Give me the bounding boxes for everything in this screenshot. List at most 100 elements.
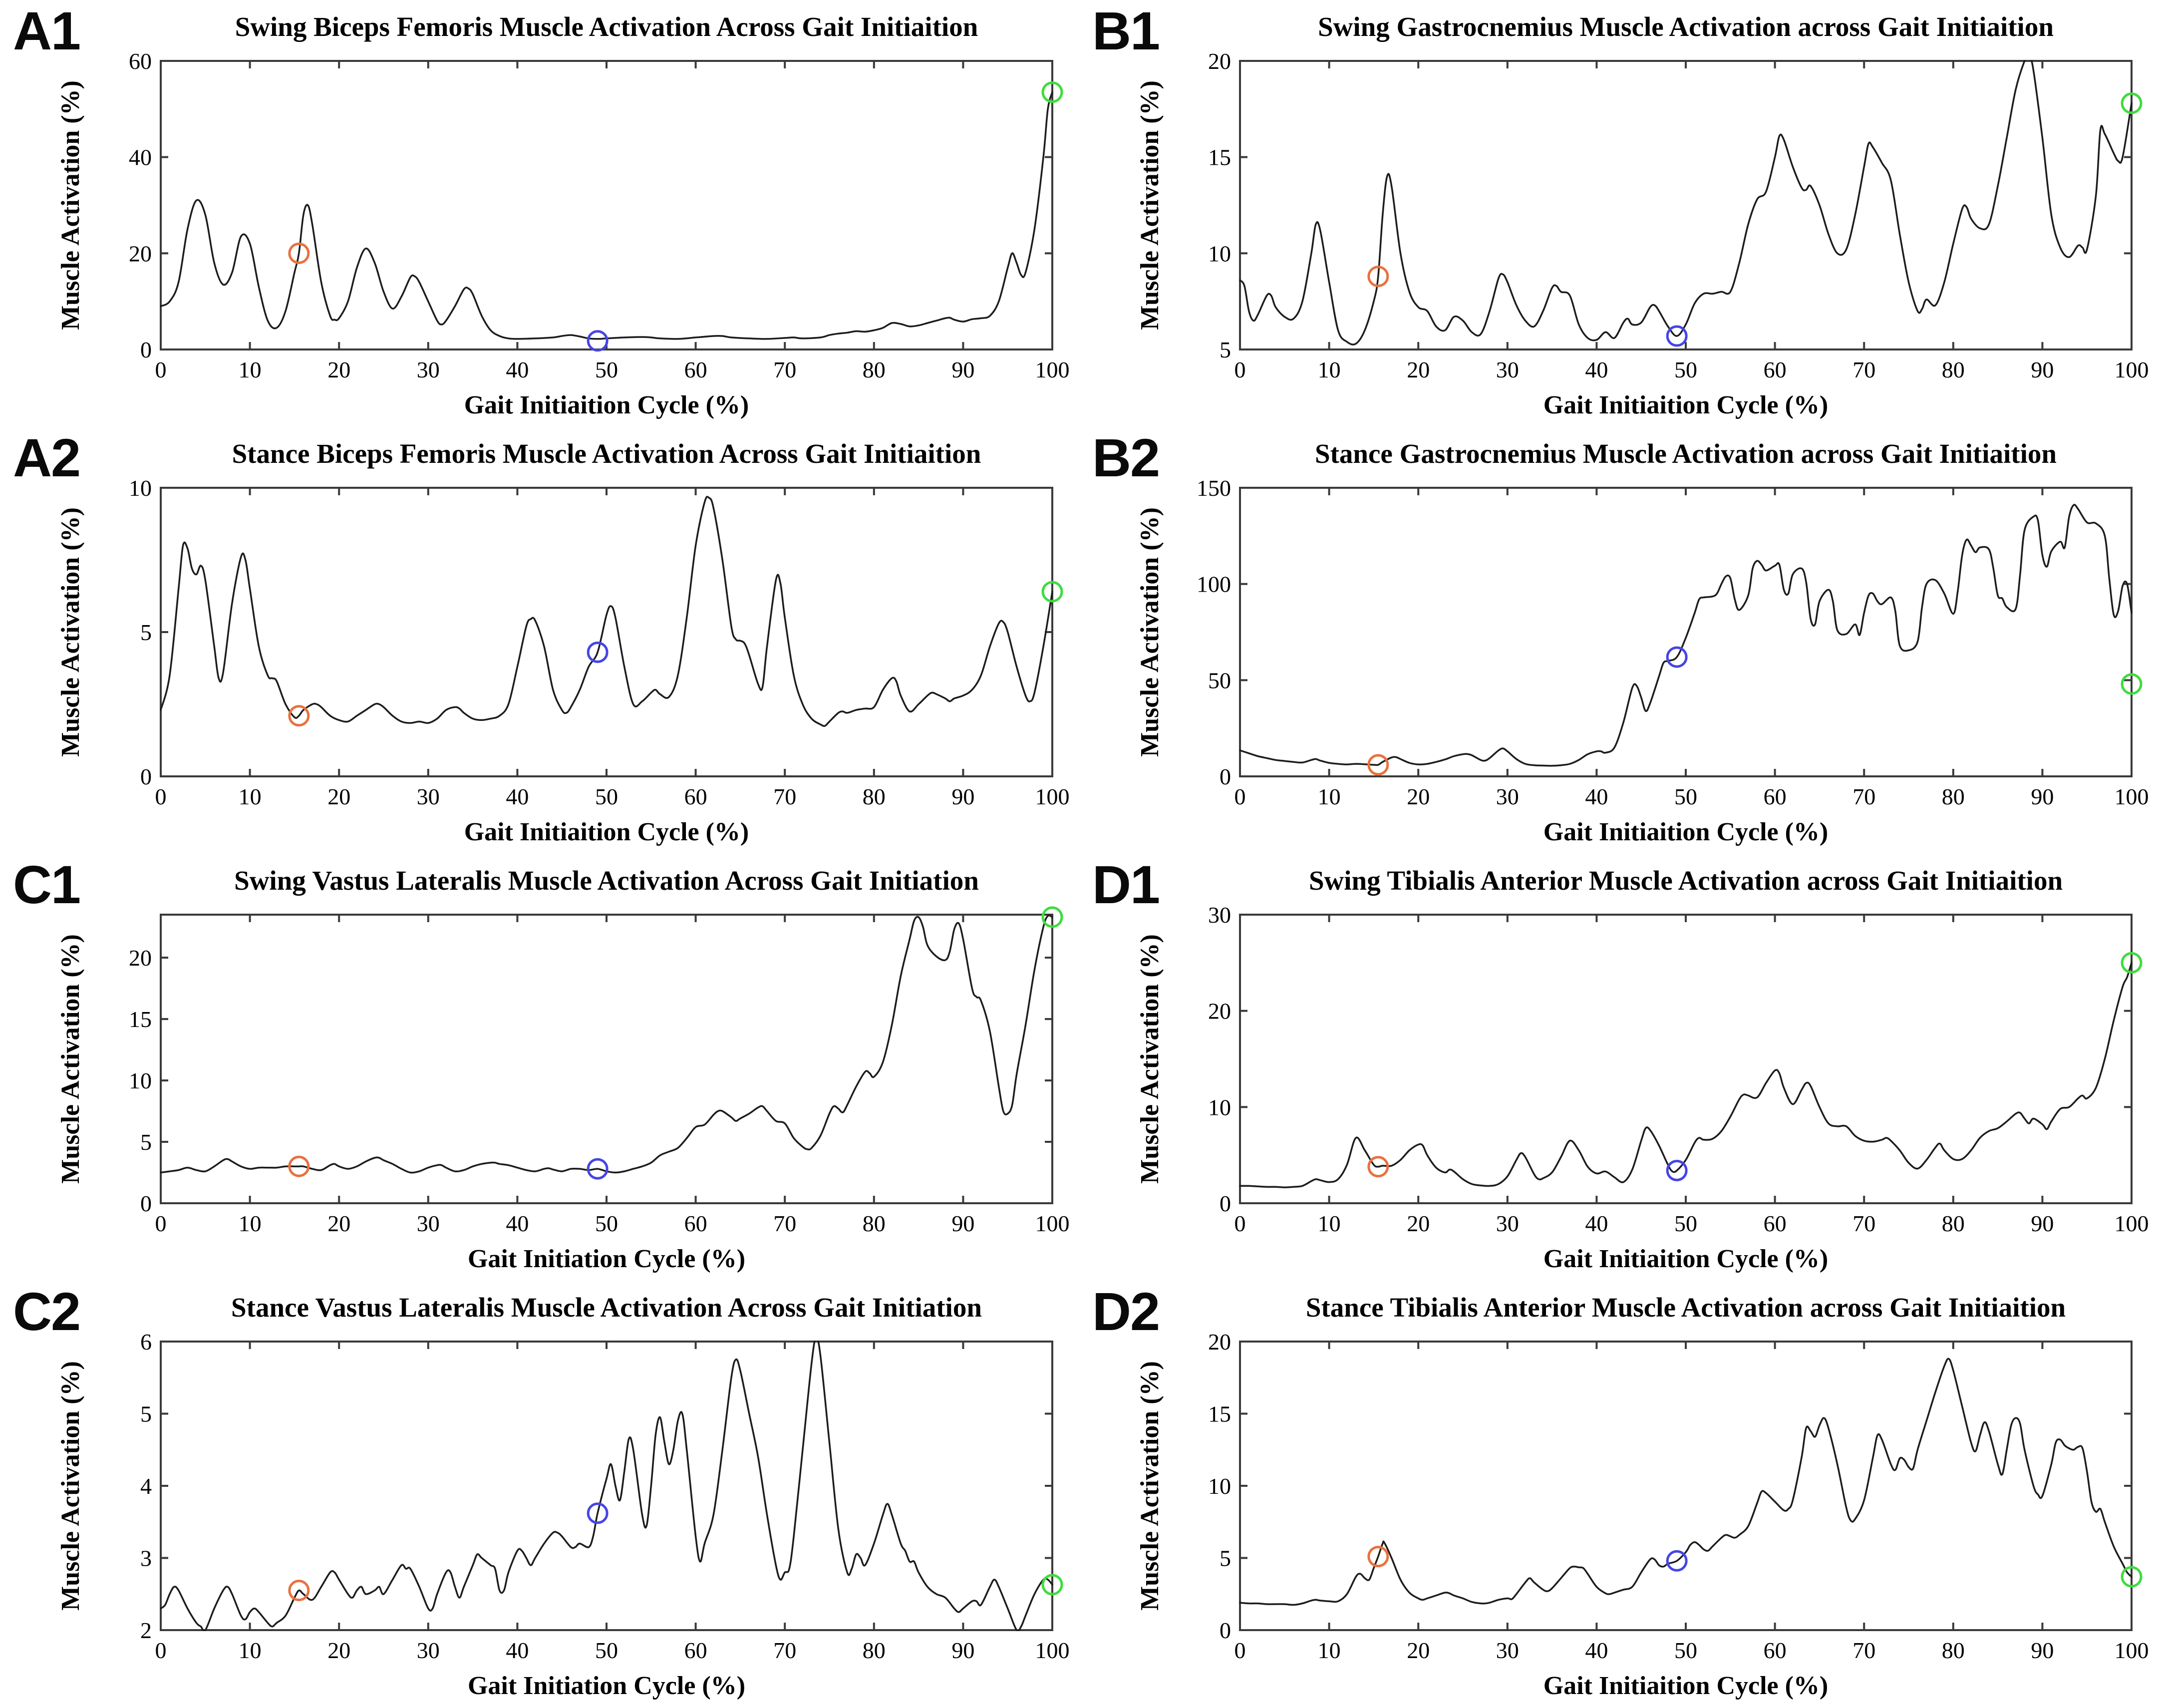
panel-D2: Stance Tibialis Anterior Muscle Activati…: [1079, 1281, 2159, 1708]
x-tick-label: 10: [1318, 784, 1341, 809]
x-axis-label: Gait Initiaition Cycle (%): [464, 391, 749, 419]
orange-event-marker: [288, 242, 310, 264]
orange-event-marker: [1367, 754, 1389, 776]
x-tick-label: 0: [155, 357, 167, 382]
y-tick-label: 0: [140, 337, 152, 362]
x-tick-label: 10: [1318, 1211, 1341, 1236]
y-tick-label: 3: [140, 1546, 152, 1571]
x-tick-label: 100: [2115, 1211, 2149, 1236]
x-tick-label: 50: [595, 1211, 618, 1236]
x-tick-label: 10: [239, 784, 262, 809]
x-tick-label: 70: [1852, 1211, 1875, 1236]
panel-A1: Swing Biceps Femoris Muscle Activation A…: [0, 0, 1079, 427]
y-tick-label: 40: [129, 145, 152, 170]
chart-title-C2: Stance Vastus Lateralis Muscle Activatio…: [231, 1292, 982, 1323]
x-tick-label: 40: [506, 357, 529, 382]
y-axis-label: Muscle Activation (%): [1136, 507, 1164, 757]
emg-trace-D1: [1239, 962, 2133, 1188]
orange-event-marker: [1367, 266, 1389, 288]
x-tick-label: 40: [506, 1638, 529, 1663]
y-tick-label: 0: [1220, 764, 1231, 789]
y-tick-label: 5: [140, 620, 152, 645]
x-tick-label: 40: [506, 784, 529, 809]
x-tick-label: 30: [1496, 784, 1519, 809]
chart-D1: Swing Tibialis Anterior Muscle Activatio…: [1136, 865, 2149, 1273]
x-axis-label: Gait Initiaition Cycle (%): [1543, 1245, 1829, 1273]
chart-title-A1: Swing Biceps Femoris Muscle Activation A…: [235, 11, 978, 42]
x-tick-label: 20: [327, 357, 350, 382]
x-tick-label: 90: [951, 357, 974, 382]
orange-event-marker: [288, 705, 310, 727]
x-tick-label: 20: [327, 1638, 350, 1663]
x-tick-label: 100: [1035, 357, 1070, 382]
x-tick-label: 70: [773, 357, 796, 382]
x-tick-label: 0: [1234, 1638, 1246, 1663]
panel-D1: Swing Tibialis Anterior Muscle Activatio…: [1079, 854, 2159, 1281]
emg-trace-B2: [1239, 504, 2133, 767]
x-tick-label: 50: [1674, 784, 1697, 809]
x-tick-label: 90: [951, 1638, 974, 1663]
y-tick-label: 10: [129, 1068, 152, 1093]
y-tick-label: 15: [1208, 145, 1231, 170]
x-tick-label: 10: [1318, 357, 1341, 382]
y-tick-label: 10: [1208, 1094, 1231, 1120]
x-tick-label: 80: [863, 1638, 886, 1663]
panel-label-D2: D2: [1092, 1281, 1160, 1342]
panel-C1: Swing Vastus Lateralis Muscle Activation…: [0, 854, 1079, 1281]
emg-trace-A1: [160, 91, 1053, 340]
x-tick-label: 90: [951, 784, 974, 809]
x-axis-label: Gait Initiaition Cycle (%): [1543, 818, 1829, 846]
panel-B1: Swing Gastrocnemius Muscle Activation ac…: [1079, 0, 2159, 427]
panel-A2: Stance Biceps Femoris Muscle Activation …: [0, 427, 1079, 854]
y-axis-label: Muscle Activation (%): [56, 934, 85, 1184]
x-tick-label: 10: [239, 1211, 262, 1236]
x-tick-label: 10: [239, 357, 262, 382]
y-tick-label: 20: [1208, 999, 1231, 1024]
y-tick-label: 15: [129, 1007, 152, 1032]
y-tick-label: 0: [140, 1191, 152, 1216]
panel-label-D1: D1: [1092, 854, 1160, 915]
y-tick-label: 15: [1208, 1401, 1231, 1427]
y-tick-label: 50: [1208, 668, 1231, 693]
x-tick-label: 60: [1764, 357, 1787, 382]
y-axis-label: Muscle Activation (%): [1136, 80, 1164, 330]
x-tick-label: 60: [684, 1638, 707, 1663]
axis-box: [1239, 1341, 2133, 1631]
x-tick-label: 50: [1674, 1638, 1697, 1663]
emg-trace-A2: [160, 496, 1053, 727]
orange-event-marker: [1367, 1546, 1389, 1568]
y-tick-label: 5: [1220, 1546, 1231, 1571]
x-tick-label: 30: [417, 357, 440, 382]
green-event-marker: [1041, 81, 1063, 103]
y-tick-label: 20: [129, 945, 152, 971]
y-tick-label: 5: [140, 1129, 152, 1155]
y-axis-label: Muscle Activation (%): [1136, 934, 1164, 1184]
blue-event-marker: [1666, 325, 1688, 347]
x-tick-label: 30: [417, 1211, 440, 1236]
panel-label-B2: B2: [1092, 427, 1160, 488]
orange-event-marker: [288, 1155, 310, 1177]
x-tick-label: 30: [417, 784, 440, 809]
x-tick-label: 80: [863, 784, 886, 809]
y-tick-label: 150: [1197, 475, 1231, 501]
green-event-marker: [1041, 906, 1063, 928]
x-tick-label: 30: [1496, 357, 1519, 382]
chart-B2: Stance Gastrocnemius Muscle Activation a…: [1136, 438, 2149, 846]
y-tick-label: 10: [129, 475, 152, 501]
blue-event-marker: [1666, 646, 1688, 668]
orange-event-marker: [288, 1580, 310, 1602]
y-tick-label: 5: [140, 1401, 152, 1427]
y-tick-label: 5: [1220, 337, 1231, 362]
x-tick-label: 0: [155, 1638, 167, 1663]
emg-trace-D2: [1239, 1358, 2133, 1606]
x-tick-label: 90: [2031, 1638, 2054, 1663]
green-event-marker: [1041, 581, 1063, 603]
x-tick-label: 0: [1234, 1211, 1246, 1236]
x-tick-label: 50: [1674, 1211, 1697, 1236]
y-tick-label: 2: [140, 1618, 152, 1643]
panel-label-A2: A2: [13, 427, 81, 488]
y-tick-label: 60: [129, 48, 152, 74]
blue-event-marker: [587, 330, 609, 352]
chart-title-D1: Swing Tibialis Anterior Muscle Activatio…: [1309, 865, 2063, 896]
y-tick-label: 0: [140, 764, 152, 789]
